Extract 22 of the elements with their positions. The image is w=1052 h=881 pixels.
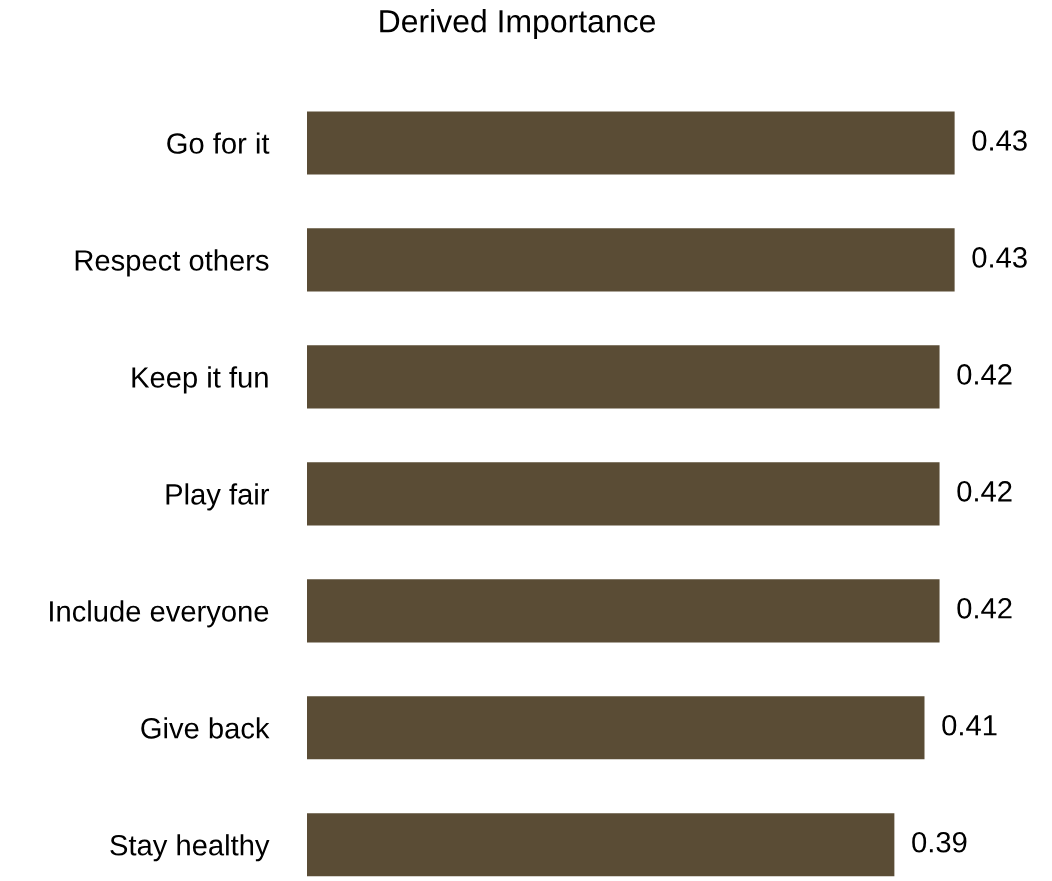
y-tick-label: Stay healthy [110,834,270,862]
data-label: 0.42 [957,598,1012,619]
bar [307,579,940,643]
data-label: 0.42 [957,364,1012,385]
bar [307,462,940,526]
y-tick-label: Keep it fun [132,366,268,394]
chart-title: Derived Importance [380,9,655,39]
y-tick-label: Go for it [167,132,270,154]
bar [307,228,955,292]
data-label: 0.39 [912,831,967,853]
data-label: 0.43 [972,247,1027,268]
data-label: 0.43 [972,130,1027,151]
data-label: 0.42 [957,481,1012,502]
bar [307,111,955,175]
bar [307,696,925,760]
y-tick-label: Give back [141,717,270,739]
y-tick-label: Play fair [166,483,270,511]
y-tick-label: Include everyone [50,600,269,628]
bar [307,813,895,877]
data-label: 0.41 [942,714,997,736]
y-tick-label: Respect others [75,249,269,277]
bar [307,345,940,409]
